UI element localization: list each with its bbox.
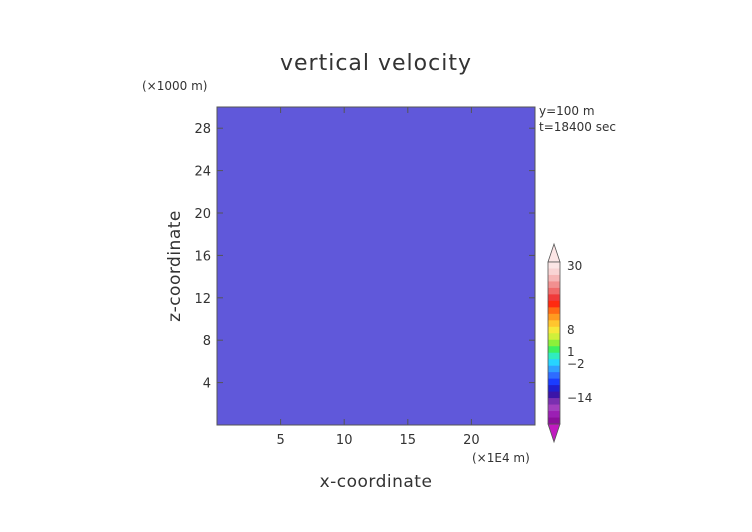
- colorbar-swatch: [548, 274, 560, 282]
- y-axis-ticks: 4 8 12 16 20 24 28: [194, 122, 535, 392]
- x-tick-label: 5: [276, 433, 284, 448]
- y-tick-label: 12: [194, 292, 211, 307]
- colorbar-swatch: [548, 333, 560, 341]
- y-tick-label: 28: [194, 122, 211, 137]
- y-tick-label: 24: [194, 165, 211, 180]
- x-tick-label: 15: [400, 433, 417, 448]
- colorbar-label: −2: [567, 357, 585, 371]
- colorbar-swatch: [548, 320, 560, 328]
- colorbar-swatch: [548, 404, 560, 412]
- x-unit-label: (×1E4 m): [472, 451, 530, 465]
- y-tick-label: 4: [203, 377, 211, 392]
- colorbar-swatch: [548, 339, 560, 347]
- colorbar-swatch: [548, 307, 560, 315]
- colorbar-swatch: [548, 300, 560, 308]
- colorbar-swatch: [548, 391, 560, 399]
- colorbar-swatch: [548, 268, 560, 276]
- colorbar-swatch: [548, 378, 560, 386]
- x-tick-label: 10: [336, 433, 353, 448]
- colorbar-swatch: [548, 313, 560, 321]
- colorbar-label: 30: [567, 259, 582, 273]
- colorbar-swatch: [548, 372, 560, 380]
- colorbar-swatch: [548, 326, 560, 334]
- x-axis-ticks: 5 10 15 20: [276, 107, 480, 448]
- y-tick-label: 20: [194, 207, 211, 222]
- colorbar-swatch: [548, 359, 560, 367]
- colorbar-swatch: [548, 352, 560, 360]
- x-axis-label: x-coordinate: [320, 472, 433, 492]
- chart-title: vertical velocity: [280, 51, 472, 76]
- y-axis-label: z-coordinate: [165, 210, 185, 322]
- plot-area: [217, 107, 535, 425]
- colorbar-swatch: [548, 411, 560, 418]
- colorbar-swatch: [548, 262, 560, 269]
- plot-frame: [216, 106, 536, 426]
- colorbar-label: 8: [567, 323, 575, 337]
- colorbar-swatch: [548, 385, 560, 392]
- colorbar-max-arrow: [547, 242, 561, 263]
- colorbar-frame: [547, 261, 561, 425]
- colorbar: 30 8 1−2 −14: [547, 242, 592, 444]
- colorbar-label: 1: [567, 345, 575, 359]
- velocity-field: [217, 107, 535, 425]
- y-tick-label: 8: [203, 334, 211, 349]
- colorbar-swatch: [548, 294, 560, 302]
- x-tick-label: 20: [463, 433, 480, 448]
- colorbar-swatch: [548, 346, 560, 354]
- colorbar-swatch: [548, 365, 560, 373]
- colorbar-swatch: [548, 398, 560, 405]
- colorbar-swatch: [548, 287, 560, 295]
- colorbar-swatch: [548, 281, 560, 289]
- annotation-y: y=100 m: [539, 104, 595, 118]
- colorbar-label: −14: [567, 391, 592, 405]
- colorbar-min-arrow: [547, 423, 561, 444]
- annotation-t: t=18400 sec: [539, 120, 616, 134]
- y-unit-label: (×1000 m): [142, 79, 207, 93]
- colorbar-swatch: [548, 417, 560, 425]
- y-tick-label: 16: [194, 249, 211, 264]
